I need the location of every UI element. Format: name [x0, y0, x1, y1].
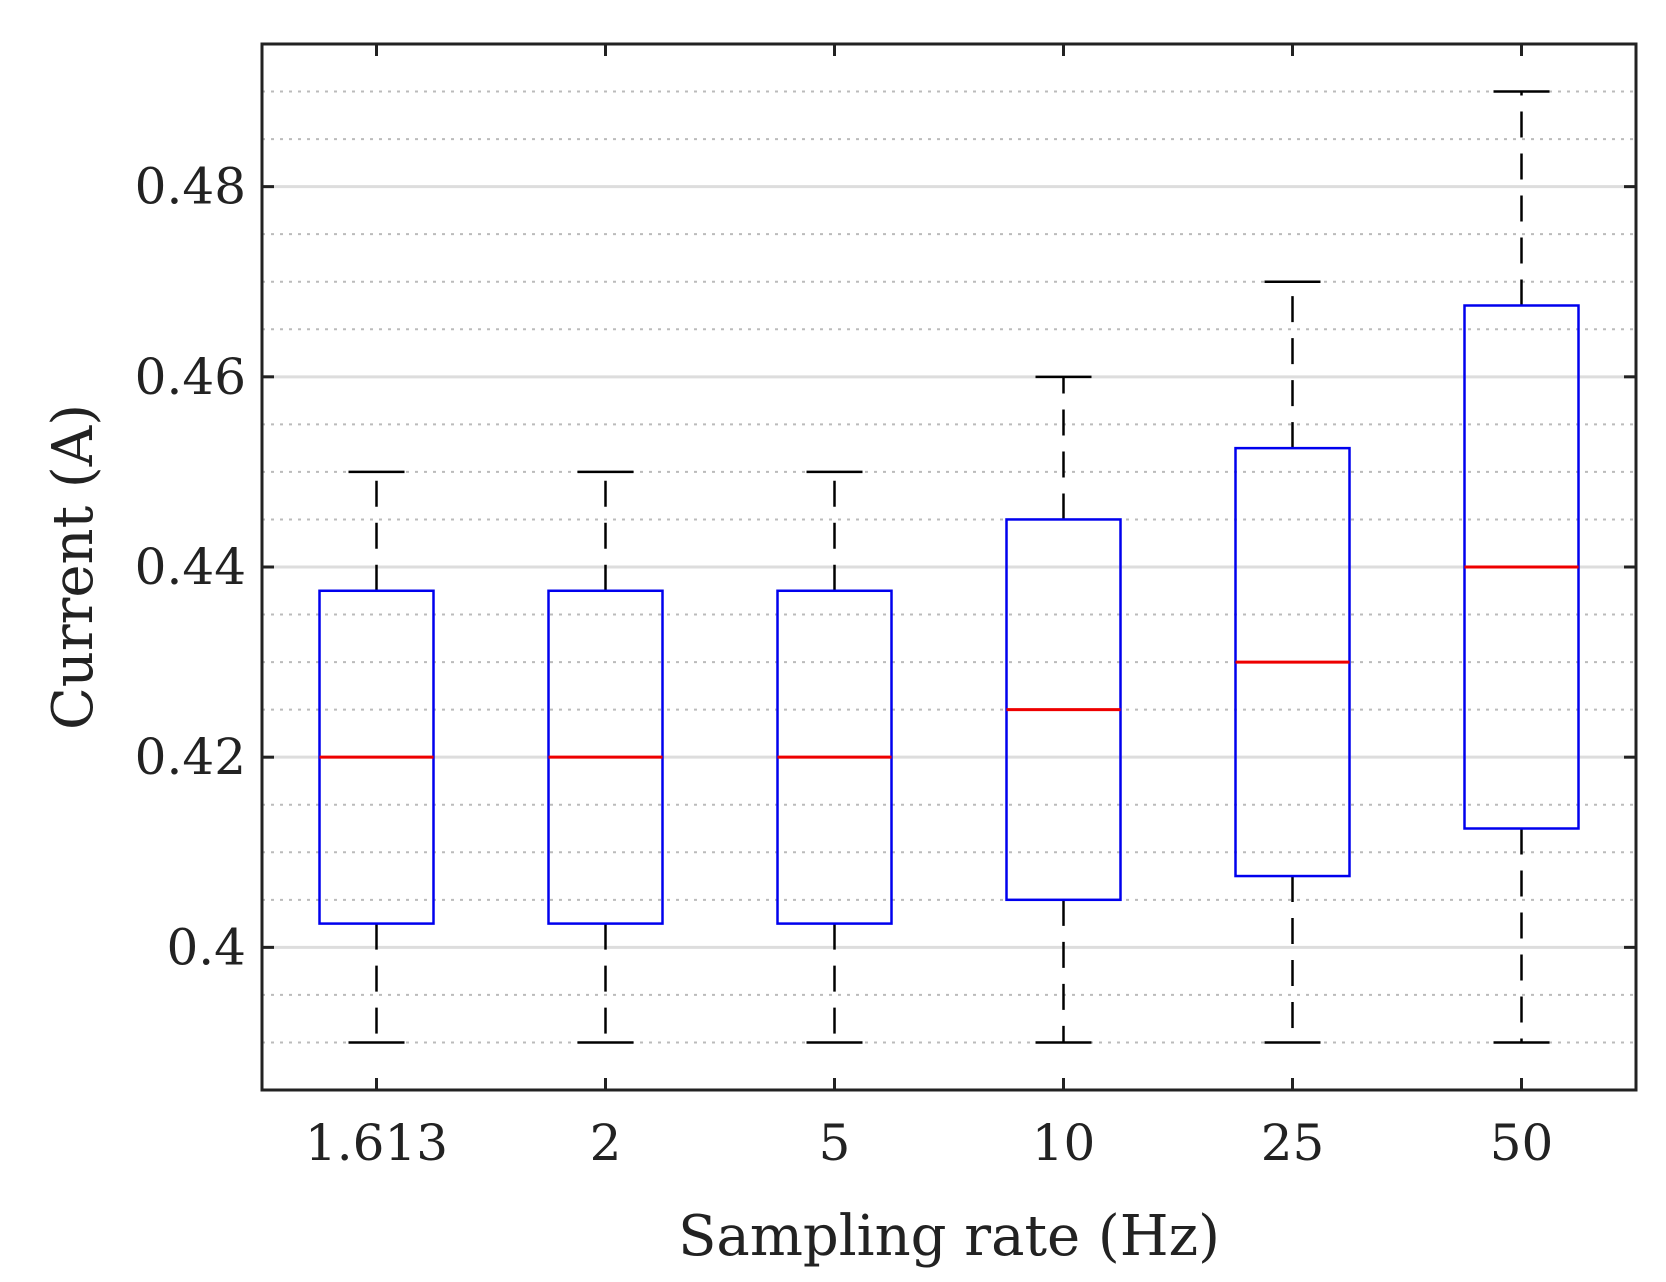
x-tick-label: 50	[1490, 1114, 1554, 1172]
box-5	[776, 470, 893, 1044]
y-axis-label: Current (A)	[41, 404, 106, 730]
grid-layer	[262, 90, 1636, 1091]
box-50	[1463, 90, 1580, 1044]
y-tick-label: 0.44	[135, 538, 246, 596]
tick-layer: 0.40.420.440.460.481.613 2 5 10 25 50	[135, 44, 1636, 1172]
box-layer	[318, 90, 1580, 1044]
x-tick-label: 2	[590, 1114, 622, 1172]
y-tick-label: 0.48	[135, 158, 246, 216]
box-25	[1234, 280, 1351, 1044]
y-tick-label: 0.42	[135, 728, 246, 786]
y-tick-label: 0.4	[166, 918, 246, 976]
x-axis-label: Sampling rate (Hz)	[678, 1204, 1220, 1269]
x-tick-label: 25	[1261, 1114, 1325, 1172]
x-tick-label: 1.613	[305, 1114, 448, 1172]
box-1_613	[318, 470, 435, 1044]
box-10	[1005, 375, 1122, 1044]
x-tick-label: 10	[1032, 1114, 1096, 1172]
y-tick-label: 0.46	[135, 348, 246, 406]
box-2	[547, 470, 664, 1044]
x-tick-label: 5	[819, 1114, 851, 1172]
